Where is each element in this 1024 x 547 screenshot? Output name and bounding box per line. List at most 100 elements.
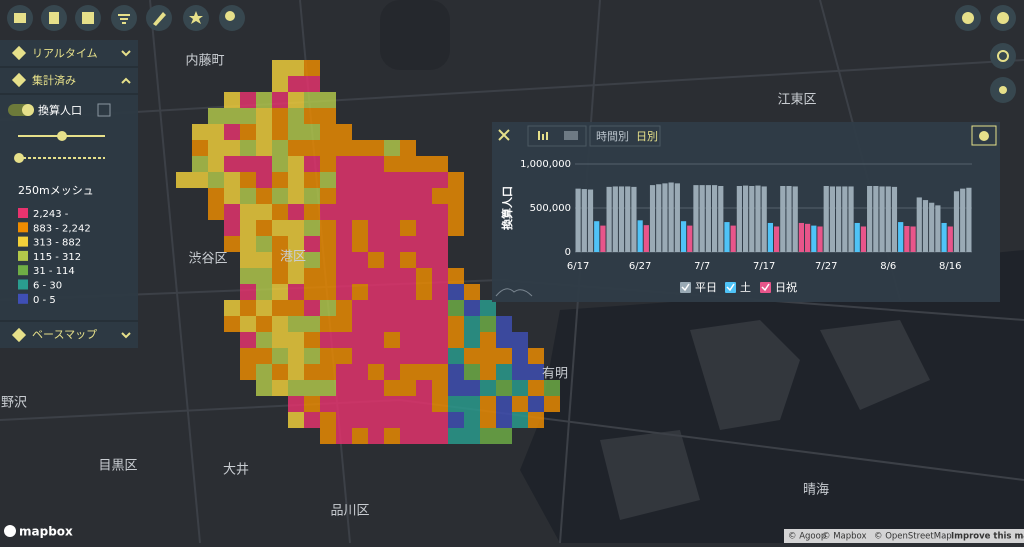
- bar: [879, 186, 885, 252]
- tab-hourly[interactable]: 時間別: [596, 130, 629, 143]
- slider-knob[interactable]: [14, 153, 24, 163]
- mesh-cell: [320, 396, 336, 412]
- mesh-cell: [480, 300, 496, 316]
- mesh-cell: [400, 428, 416, 444]
- bar-view-button[interactable]: [538, 131, 540, 140]
- mesh-cell: [240, 156, 256, 172]
- place-label: 江東区: [777, 92, 816, 108]
- x-tick-label: 6/27: [629, 261, 651, 272]
- x-tick-label: 6/17: [567, 261, 589, 272]
- mesh-cell: [416, 156, 432, 172]
- mesh-cell: [384, 172, 400, 188]
- chart-toggle[interactable]: [97, 103, 111, 117]
- mesh-cell: [544, 380, 560, 396]
- mesh-cell: [368, 172, 384, 188]
- mesh-cell: [432, 236, 448, 252]
- mesh-cell: [432, 396, 448, 412]
- toggle-knob[interactable]: [22, 104, 34, 116]
- mesh-cell: [288, 300, 304, 316]
- mesh-cell: [320, 284, 336, 300]
- mesh-cell: [304, 300, 320, 316]
- mesh-cell: [320, 204, 336, 220]
- mesh-cell: [416, 268, 432, 284]
- mesh-cell: [448, 428, 464, 444]
- tab-daily[interactable]: 日別: [636, 130, 658, 143]
- close-button[interactable]: [498, 129, 510, 141]
- mesh-cell: [240, 124, 256, 140]
- mesh-cell: [304, 348, 320, 364]
- mesh-cell: [368, 380, 384, 396]
- bar: [805, 223, 811, 252]
- mesh-cell: [176, 172, 192, 188]
- mesh-cell: [256, 268, 272, 284]
- mesh-cell: [224, 204, 240, 220]
- mesh-cell: [432, 348, 448, 364]
- mesh-cell: [224, 156, 240, 172]
- mesh-cell: [224, 140, 240, 156]
- y-tick-label: 1,000,000: [520, 159, 571, 170]
- mesh-cell: [256, 188, 272, 204]
- mesh-cell: [400, 316, 416, 332]
- legend-check: [726, 283, 735, 292]
- mesh-legend: 2,243 - 883 - 2,242 313 - 882 115 - 312 31 -…: [18, 208, 91, 306]
- mesh-cell: [352, 380, 368, 396]
- chevron[interactable]: [121, 332, 131, 339]
- mesh-cell: [416, 380, 432, 396]
- mesh-cell: [256, 220, 272, 236]
- mesh-cell: [288, 92, 304, 108]
- mesh-cell: [256, 284, 272, 300]
- mesh-cell: [304, 252, 320, 268]
- mesh-cell: [288, 380, 304, 396]
- legend-title: 250mメッシュ: [18, 184, 94, 197]
- place-label: 有明: [542, 367, 568, 382]
- mesh-cell: [480, 332, 496, 348]
- mesh-cell: [448, 188, 464, 204]
- mesh-cell: [272, 204, 288, 220]
- mesh-cell: [448, 332, 464, 348]
- icon: [49, 12, 59, 24]
- mapbox-logo[interactable]: mapbox: [19, 525, 73, 539]
- mesh-cell: [400, 348, 416, 364]
- mesh-cell: [352, 332, 368, 348]
- mesh-cell: [368, 204, 384, 220]
- mesh-cell: [256, 236, 272, 252]
- mesh-cell: [384, 316, 400, 332]
- mesh-cell: [288, 220, 304, 236]
- mesh-cell: [416, 236, 432, 252]
- mesh-cell: [288, 252, 304, 268]
- mesh-cell: [304, 236, 320, 252]
- chevron[interactable]: [121, 50, 131, 57]
- mesh-cell: [352, 412, 368, 428]
- download-button[interactable]: [971, 125, 997, 146]
- section-realtime[interactable]: リアルタイム: [32, 47, 98, 60]
- bar: [649, 185, 656, 252]
- bar: [575, 188, 581, 252]
- credit[interactable]: Improve this map: [951, 532, 1024, 542]
- x-tick-label: 7/7: [694, 261, 710, 272]
- bar: [904, 226, 910, 252]
- mesh-cell: [272, 380, 288, 396]
- mesh-cell: [368, 156, 384, 172]
- mesh-cell: [256, 364, 272, 380]
- bar: [898, 222, 904, 252]
- x-tick-label: 8/16: [939, 261, 961, 272]
- section-basemap[interactable]: ベースマップ: [32, 328, 97, 341]
- mesh-cell: [208, 140, 224, 156]
- mesh-cell: [448, 300, 464, 316]
- chevron[interactable]: [121, 77, 131, 84]
- grid-view-button[interactable]: [564, 131, 578, 140]
- rotate-button[interactable]: [990, 43, 1016, 69]
- mesh-cell: [352, 156, 368, 172]
- mesh-cell: [432, 300, 448, 316]
- mesh-cell: [528, 412, 544, 428]
- bar: [966, 187, 972, 252]
- place-label: 晴海: [803, 483, 829, 498]
- mesh-cell: [336, 284, 352, 300]
- bar-view-button[interactable]: [542, 134, 544, 140]
- slider-knob[interactable]: [57, 131, 67, 141]
- section-aggregated[interactable]: 集計済み: [32, 73, 76, 87]
- bar: [693, 185, 699, 252]
- mesh-cell: [272, 348, 288, 364]
- bar-view-button[interactable]: [546, 132, 548, 140]
- bar: [885, 186, 891, 252]
